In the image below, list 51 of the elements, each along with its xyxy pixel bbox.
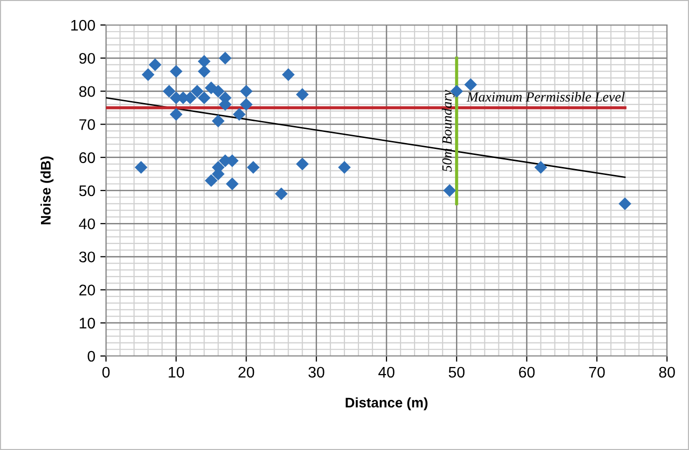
y-tick-label: 90	[79, 52, 95, 64]
point	[282, 68, 295, 82]
point	[162, 84, 176, 98]
y-tick-label: 40	[78, 218, 95, 230]
y-tick-label: 10	[80, 318, 95, 329]
point	[296, 158, 309, 170]
point	[170, 64, 182, 78]
point	[170, 108, 182, 121]
x-tick-label: 0	[102, 366, 110, 378]
x-tick-label: 40	[378, 366, 394, 378]
series-label: Maximum Permissible Level	[466, 92, 625, 102]
y-axis-title: Noise (dB)	[40, 156, 54, 224]
point	[246, 160, 260, 174]
point	[240, 84, 253, 98]
point	[190, 84, 204, 98]
point	[218, 52, 232, 64]
point	[618, 197, 632, 210]
y-tick-label: 100	[71, 20, 95, 31]
point	[443, 184, 456, 197]
y-tick-label: 70	[79, 119, 95, 130]
point	[142, 68, 154, 82]
point	[232, 108, 246, 121]
y-tick-label: 60	[79, 152, 95, 164]
point	[212, 114, 225, 128]
point	[134, 160, 148, 174]
x-tick-label: 70	[589, 366, 605, 378]
point	[204, 174, 218, 187]
point	[198, 55, 211, 68]
y-tick-label: 0	[88, 350, 95, 362]
point	[148, 58, 162, 72]
x-tick-label: 10	[168, 366, 184, 378]
x-tick-label: 80	[659, 366, 675, 378]
point	[274, 187, 288, 200]
point	[198, 64, 211, 78]
point	[338, 160, 351, 174]
x-tick-label: 50	[448, 366, 465, 378]
y-tick-label: 30	[79, 252, 95, 262]
point	[464, 78, 478, 91]
y-tick-label: 50	[79, 185, 95, 196]
x-tick-label: 60	[519, 366, 535, 378]
x-tick-label: 30	[308, 366, 324, 378]
point	[226, 178, 239, 190]
point	[212, 84, 225, 98]
point	[240, 98, 253, 111]
y-tick-label: 20	[79, 284, 95, 296]
x-tick-label: 20	[238, 366, 254, 378]
x-axis-title: Distance (m)	[346, 397, 428, 410]
point	[534, 160, 548, 174]
point	[296, 88, 309, 101]
y-tick-label: 80	[79, 86, 95, 97]
point	[198, 91, 211, 104]
